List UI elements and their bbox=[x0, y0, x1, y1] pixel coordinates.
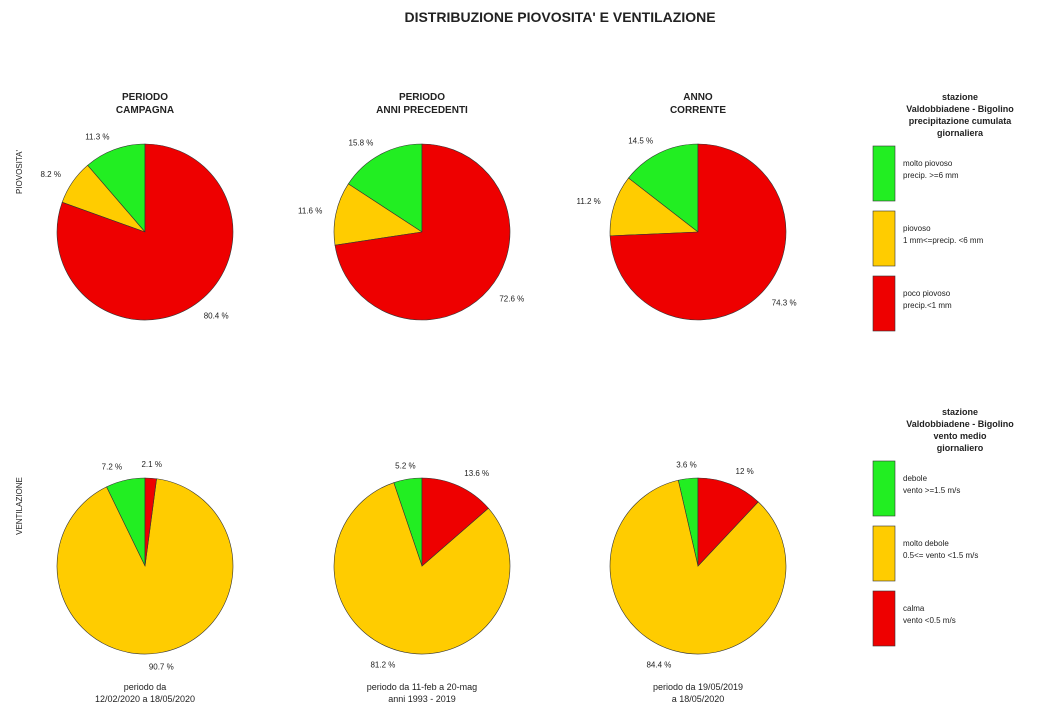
slice-label: 80.4 % bbox=[204, 311, 229, 320]
slice-label: 14.5 % bbox=[628, 136, 653, 145]
pie-slice bbox=[347, 143, 423, 233]
footer: periodo da 11-feb a 20-mag anni 1993 - 20… bbox=[367, 682, 477, 704]
legend-label: molto piovoso precip. >=6 mm bbox=[903, 159, 959, 180]
slice-label: 13.6 % bbox=[464, 469, 489, 478]
slice-label: 11.3 % bbox=[85, 132, 109, 141]
slice-label: 90.7 % bbox=[149, 663, 174, 672]
legend-label: molto debole 0.5<= vento <1.5 m/s bbox=[903, 539, 978, 560]
column-header: PERIODO CAMPAGNA bbox=[116, 92, 174, 116]
row-label: VENTILAZIONE bbox=[15, 477, 24, 535]
legend-label: piovoso 1 mm<=precip. <6 mm bbox=[903, 224, 984, 245]
slice-label: 5.2 % bbox=[395, 461, 415, 470]
legend-swatch bbox=[872, 275, 896, 332]
pie-slice bbox=[56, 478, 234, 655]
slice-label: 74.3 % bbox=[772, 299, 797, 308]
pie-slice bbox=[144, 477, 157, 567]
legend-label: debole vento >=1.5 m/s bbox=[903, 474, 960, 495]
slice-label: 15.8 % bbox=[349, 138, 374, 147]
slice-label: 81.2 % bbox=[370, 660, 395, 669]
legend-label: poco piovoso precip.<1 mm bbox=[903, 289, 952, 310]
slice-label: 3.6 % bbox=[676, 461, 696, 470]
slice-label: 84.4 % bbox=[646, 660, 671, 669]
slice-label: 7.2 % bbox=[102, 463, 122, 472]
pie-slice bbox=[56, 143, 234, 321]
pie-slice bbox=[609, 479, 787, 655]
column-header: PERIODO ANNI PRECEDENTI bbox=[376, 92, 468, 116]
legend-swatch bbox=[872, 210, 896, 267]
pie-slice bbox=[333, 183, 423, 246]
pie-slice bbox=[333, 482, 511, 655]
pie-slice bbox=[697, 477, 759, 567]
column-header: ANNO CORRENTE bbox=[670, 92, 726, 116]
slice-label: 2.1 % bbox=[141, 460, 161, 469]
footer: periodo da 12/02/2020 a 18/05/2020 bbox=[95, 682, 195, 704]
footer: periodo da 19/05/2019 a 18/05/2020 bbox=[653, 682, 743, 704]
pie-slice bbox=[421, 477, 489, 567]
page-title: DISTRIBUZIONE PIOVOSITA' E VENTILAZIONE bbox=[404, 9, 715, 25]
legend-title: stazione Valdobbiadene - Bigolino precipit… bbox=[906, 92, 1014, 138]
slice-label: 12 % bbox=[736, 467, 754, 476]
legend-label: calma vento <0.5 m/s bbox=[903, 604, 956, 625]
legend-swatch bbox=[872, 590, 896, 647]
slice-label: 11.2 % bbox=[576, 197, 600, 206]
legend-swatch bbox=[872, 525, 896, 582]
slice-label: 8.2 % bbox=[40, 170, 60, 179]
slice-label: 72.6 % bbox=[499, 294, 524, 303]
legend-title: stazione Valdobbiadene - Bigolino vento me… bbox=[906, 407, 1014, 453]
pie-slice bbox=[334, 143, 511, 321]
pie-slice bbox=[628, 143, 699, 233]
legend-swatch bbox=[872, 145, 896, 202]
pie-slice bbox=[87, 143, 146, 233]
slice-label: 11.6 % bbox=[298, 206, 322, 215]
row-label: PIOVOSITA' bbox=[15, 150, 24, 195]
legend-swatch bbox=[872, 460, 896, 517]
pie-slice bbox=[609, 143, 787, 321]
